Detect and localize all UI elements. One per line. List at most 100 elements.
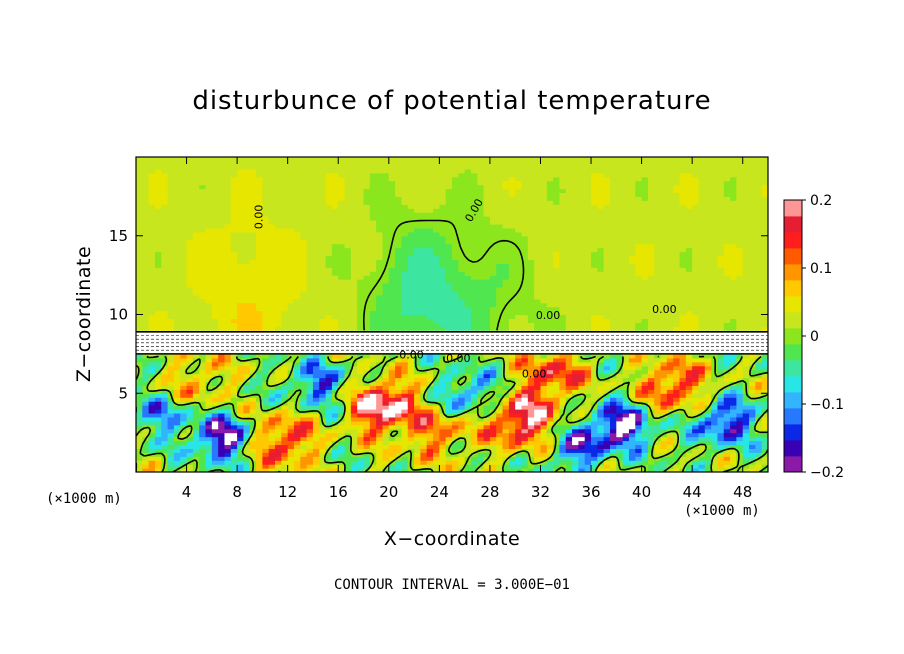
field-cell: [243, 223, 251, 229]
field-cell: [420, 448, 428, 453]
field-cell: [464, 381, 472, 386]
field-cell: [357, 251, 365, 257]
field-cell: [148, 255, 156, 260]
field-cell: [306, 416, 314, 422]
field-cell: [357, 192, 365, 197]
field-cell: [294, 314, 301, 320]
field-cell: [218, 397, 226, 402]
field-cell: [262, 239, 270, 245]
field-cell: [167, 306, 175, 312]
field-cell: [312, 416, 320, 422]
field-cell: [483, 428, 491, 434]
field-cell: [256, 216, 263, 221]
field-cell: [161, 401, 169, 406]
field-cell: [420, 389, 428, 394]
field-cell: [470, 235, 478, 241]
field-cell: [521, 164, 529, 170]
field-cell: [281, 164, 289, 170]
field-cell: [256, 353, 263, 359]
field-cell: [344, 452, 352, 457]
field-cell: [439, 243, 447, 249]
field-cell: [281, 267, 289, 272]
field-cell: [407, 298, 415, 304]
field-cell: [508, 349, 516, 355]
field-cell: [287, 322, 295, 327]
field-cell: [496, 464, 504, 469]
field-cell: [331, 310, 339, 316]
field-cell: [433, 294, 440, 300]
field-cell: [426, 275, 434, 280]
field-cell: [218, 424, 226, 430]
field-cell: [300, 373, 308, 379]
field-cell: [452, 239, 459, 245]
field-cell: [281, 310, 289, 316]
field-cell: [515, 357, 523, 363]
field-cell: [224, 440, 232, 446]
field-cell: [477, 377, 485, 383]
field-cell: [199, 243, 207, 249]
field-cell: [186, 298, 194, 304]
field-cell: [312, 412, 320, 418]
field-cell: [464, 373, 472, 379]
field-cell: [350, 168, 358, 174]
field-cell: [205, 460, 213, 465]
field-cell: [199, 220, 207, 225]
field-cell: [407, 212, 415, 217]
field-cell: [230, 164, 238, 170]
field-cell: [287, 259, 295, 264]
field-cell: [148, 200, 156, 205]
field-cell: [477, 306, 485, 312]
field-cell: [420, 204, 428, 209]
field-cell: [483, 460, 491, 465]
field-cell: [502, 306, 510, 312]
field-cell: [199, 290, 207, 296]
field-cell: [312, 306, 320, 312]
field-cell: [433, 255, 440, 260]
field-cell: [369, 208, 377, 213]
field-cell: [325, 436, 333, 442]
field-cell: [148, 361, 156, 367]
field-cell: [199, 196, 207, 201]
field-cell: [502, 397, 510, 402]
field-cell: [344, 346, 352, 351]
field-cell: [180, 235, 188, 241]
field-cell: [407, 326, 415, 331]
field-cell: [521, 444, 529, 449]
field-cell: [243, 160, 251, 166]
field-cell: [287, 349, 295, 355]
field-cell: [180, 196, 188, 201]
field-cell: [230, 243, 238, 249]
field-cell: [224, 432, 232, 438]
field-cell: [420, 283, 428, 288]
field-cell: [395, 326, 403, 331]
field-cell: [382, 259, 390, 264]
field-cell: [521, 342, 529, 347]
field-cell: [369, 385, 377, 390]
field-cell: [325, 361, 333, 367]
field-cell: [294, 424, 301, 430]
field-cell: [306, 208, 314, 213]
field-cell: [477, 302, 485, 308]
field-cell: [350, 318, 358, 323]
field-cell: [344, 208, 352, 213]
field-cell: [243, 444, 251, 449]
field-cell: [136, 192, 143, 197]
field-cell: [527, 369, 535, 375]
field-cell: [186, 440, 194, 446]
field-cell: [256, 401, 263, 406]
field-cell: [161, 243, 169, 249]
field-cell: [186, 275, 194, 280]
field-cell: [262, 235, 270, 241]
field-cell: [350, 231, 358, 237]
field-cell: [186, 279, 194, 284]
field-cell: [237, 251, 245, 257]
field-cell: [496, 286, 504, 292]
field-cell: [369, 381, 377, 386]
field-cell: [136, 353, 143, 359]
field-cell: [414, 318, 421, 323]
field-cell: [477, 196, 485, 201]
field-cell: [464, 290, 472, 296]
field-cell: [154, 283, 162, 288]
field-cell: [300, 310, 308, 316]
field-cell: [388, 412, 396, 418]
